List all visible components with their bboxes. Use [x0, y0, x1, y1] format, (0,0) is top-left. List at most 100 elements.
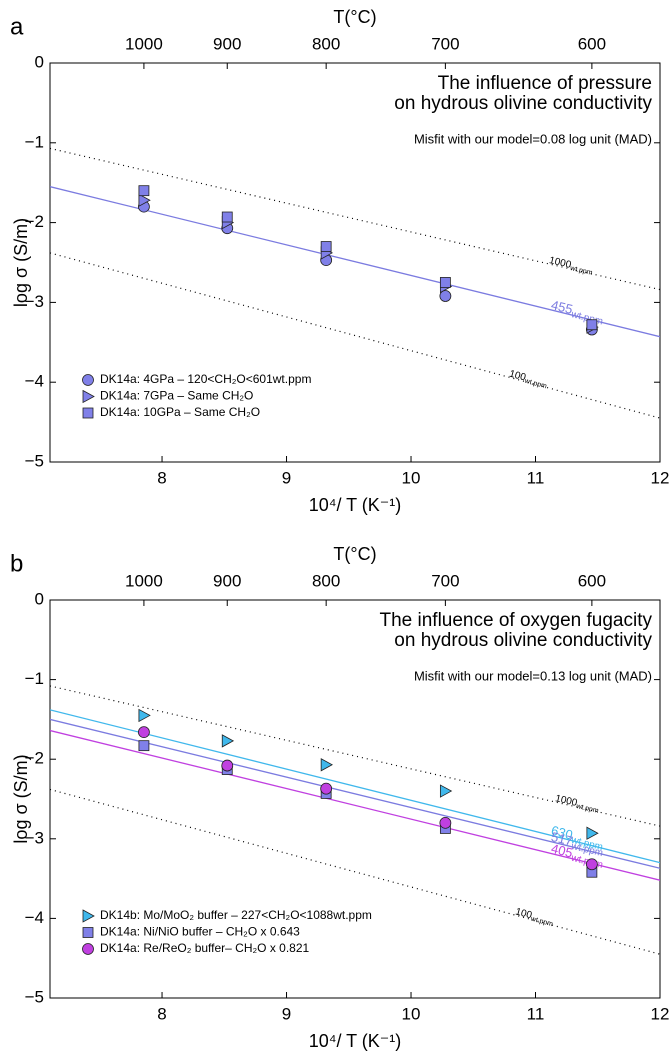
y-tick-label: −4 [25, 908, 44, 927]
legend-marker [82, 909, 95, 923]
top-tick-label: 1000 [125, 34, 163, 53]
top-tick-label: 800 [312, 34, 340, 53]
line-label-unit: wt.ppm [575, 803, 600, 815]
legend-label: DK14a: Re/ReO₂ buffer– CH₂O x 0.821 [100, 941, 310, 955]
line-label-unit: wt.ppm [569, 265, 594, 277]
top-tick-label: 600 [578, 571, 606, 590]
panel-label: a [10, 13, 24, 40]
plot-frame [49, 599, 661, 999]
model-line [50, 718, 660, 869]
x-tick-label: 9 [282, 468, 291, 487]
line-label-value: 100 [514, 906, 533, 921]
line-label: 1000wt.ppm [554, 793, 601, 815]
y-tick-label: −3 [25, 828, 44, 847]
top-tick-label: 900 [213, 34, 241, 53]
data-point [586, 826, 599, 840]
chart-title: The influence of oxygen fugacity [379, 610, 652, 631]
line-label-value: 630 [550, 823, 575, 843]
top-tick-label: 600 [578, 34, 606, 53]
data-point [585, 858, 598, 871]
y-tick-label: 0 [35, 52, 44, 71]
top-axis-label: T(°C) [333, 7, 376, 27]
data-point [320, 758, 333, 772]
data-point [439, 816, 452, 829]
data-point [221, 211, 233, 223]
legend-label: DK14a: Ni/NiO buffer – CH₂O x 0.643 [100, 925, 300, 939]
data-point [439, 290, 452, 302]
data-point [320, 241, 332, 252]
top-tick-label: 700 [431, 34, 459, 53]
chart-title: on hydrous olivine conductivity [394, 93, 652, 114]
line-label-value: 405 [550, 841, 575, 861]
data-point [586, 319, 598, 331]
y-tick-label: −5 [25, 451, 44, 470]
model-line [50, 186, 660, 338]
data-point [221, 759, 234, 772]
line-label-value: 455 [550, 298, 575, 318]
line-label-unit: wt.ppm [523, 377, 548, 390]
line-label: 100wt.ppm [514, 906, 555, 928]
y-tick-label: −1 [25, 132, 44, 151]
x-tick-label: 11 [527, 1004, 545, 1023]
legend-marker [82, 943, 94, 955]
y-tick-label: 0 [35, 589, 44, 608]
data-point [138, 193, 151, 207]
x-tick-label: 10 [402, 1004, 421, 1023]
legend-label: DK14a: 4GPa – 120<CH₂O<601wt.ppm [100, 372, 311, 386]
y-tick-label: −1 [25, 669, 44, 688]
top-tick-label: 1000 [125, 571, 163, 590]
panel-label: b [10, 550, 23, 577]
x-tick-label: 10 [402, 468, 421, 487]
y-axis-label: log σ (S/m) [11, 218, 31, 307]
plot-frame [49, 62, 661, 463]
top-tick-label: 800 [312, 571, 340, 590]
line-label-value: 1000 [548, 255, 573, 271]
x-tick-label: 9 [282, 1004, 291, 1023]
x-tick-label: 8 [157, 1004, 166, 1023]
y-tick-label: −3 [25, 292, 44, 311]
model-line [50, 788, 660, 955]
legend-marker [82, 389, 95, 404]
x-tick-label: 12 [651, 468, 670, 487]
line-label: 100wt.ppm [508, 368, 549, 390]
chart-title: on hydrous olivine conductivity [394, 630, 652, 651]
model-line [50, 729, 660, 881]
top-tick-label: 700 [431, 571, 459, 590]
data-point [439, 784, 453, 798]
line-label-value: 1000 [554, 793, 579, 809]
y-axis-label: log σ (S/m) [11, 754, 31, 843]
line-label-value: 100 [508, 368, 527, 383]
legend-marker [82, 927, 94, 938]
line-label: 1000wt.ppm [548, 255, 595, 277]
x-tick-label: 8 [157, 468, 166, 487]
legend-label: DK14a: 7GPa – Same CH₂O [100, 389, 253, 403]
line-label-value: 517 [550, 829, 575, 849]
lines [50, 685, 660, 955]
annotation: Misfit with our model=0.08 log unit (MAD… [414, 131, 652, 146]
model-line [50, 252, 660, 419]
top-tick-label: 900 [213, 571, 241, 590]
y-tick-label: −5 [25, 987, 44, 1006]
model-line [50, 709, 660, 864]
lines [50, 147, 660, 419]
top-axis-label: T(°C) [333, 544, 376, 564]
x-axis-label: 10⁴/ T (K⁻¹) [309, 1031, 402, 1051]
legend-label: DK14b: Mo/MoO₂ buffer – 227<CH₂O<1088wt.… [100, 908, 372, 922]
legend-label: DK14a: 10GPa – Same CH₂O [100, 405, 260, 419]
data-point [138, 726, 150, 739]
data-point [221, 734, 235, 748]
y-tick-label: −2 [25, 749, 44, 768]
x-tick-label: 12 [651, 1004, 670, 1023]
data-point [138, 185, 150, 197]
data-point [439, 277, 451, 288]
data-point [138, 740, 150, 752]
x-tick-label: 11 [527, 468, 545, 487]
y-tick-label: −4 [25, 372, 44, 391]
chart-title: The influence of pressure [438, 73, 652, 94]
legend-marker [82, 407, 94, 419]
legend-marker [82, 374, 94, 386]
y-tick-label: −2 [25, 212, 44, 231]
data-point [320, 782, 333, 795]
line-label-unit: wt.ppm [529, 915, 554, 928]
